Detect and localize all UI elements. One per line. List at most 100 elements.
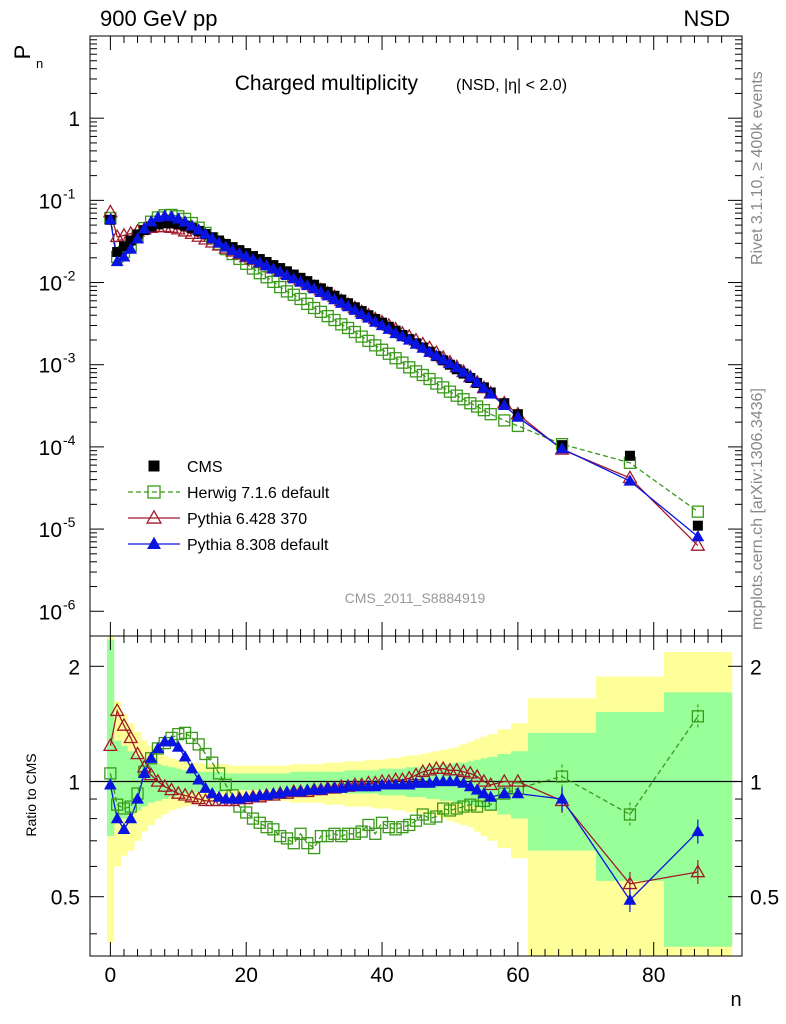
main-point-3-5	[137, 222, 151, 234]
main-point-3-38	[362, 311, 375, 323]
main-point-0-60	[624, 450, 635, 461]
main-point-1-30	[307, 301, 321, 315]
ratio-band-green	[511, 751, 529, 819]
ratio-point-0-53	[464, 798, 477, 811]
ratio-point-2-56	[484, 790, 498, 802]
main-point-0-6	[146, 221, 157, 232]
ratio-point-2-5	[137, 766, 151, 779]
main-ylabel-subscript: n	[36, 56, 43, 71]
ratio-point-0-60	[623, 808, 637, 821]
main-point-3-33	[328, 293, 341, 305]
main-point-3-36	[348, 303, 362, 315]
main-ytick-exponent: -1	[63, 185, 76, 201]
ratio-point-0-38	[362, 818, 375, 832]
ratio-point-2-4	[131, 792, 144, 804]
ratio-point-1-53	[462, 765, 478, 779]
main-point-3-40	[375, 318, 389, 331]
ratio-point-1-55	[476, 773, 492, 787]
main-point-3-49	[436, 353, 450, 365]
ratio-point-0-1	[111, 798, 124, 811]
main-point-1-29	[301, 297, 314, 311]
ratio-point-1-3	[123, 729, 139, 744]
main-ytick-label: 10	[39, 190, 62, 213]
main-point-0-3	[125, 235, 136, 246]
ratio-band-green	[161, 765, 169, 800]
ratio-point-0-25	[274, 829, 287, 843]
ratio-band-green	[595, 711, 665, 881]
main-point-3-12	[185, 219, 199, 231]
main-ytick-label: 10	[39, 355, 62, 378]
main-point-1-52	[457, 393, 470, 406]
ratio-point-0-40	[375, 816, 389, 829]
ratio-point-1-11	[177, 787, 193, 801]
main-point-3-55	[477, 381, 491, 393]
main-point-1-27	[287, 288, 300, 301]
header-right-label: NSD	[684, 6, 730, 31]
ratio-point-2-52	[457, 776, 470, 788]
main-point-3-18	[226, 243, 240, 256]
ratio-point-2-59	[555, 792, 569, 804]
ratio-point-0-32	[321, 829, 334, 843]
main-point-1-31	[314, 305, 328, 318]
main-point-3-10	[171, 212, 185, 224]
main-point-1-61	[691, 505, 705, 518]
ratio-point-2-3	[124, 811, 138, 824]
main-point-1-38	[362, 334, 375, 348]
main-point-3-45	[409, 337, 423, 349]
ratio-ytick-label-right: 0.5	[750, 887, 779, 910]
ratio-point-1-1	[109, 702, 125, 717]
main-point-3-56	[484, 387, 498, 399]
ratio-band-green	[147, 762, 155, 803]
main-point-3-20	[239, 249, 253, 262]
main-point-1-51	[450, 389, 463, 402]
header-left-label: 900 GeV pp	[100, 6, 217, 31]
ratio-point-2-7	[151, 741, 165, 754]
ratio-point-0-17	[219, 778, 232, 792]
main-point-3-44	[402, 333, 416, 345]
rivet-side-label: Rivet 3.1.10, ≥ 400k events	[749, 71, 766, 265]
main-point-1-41	[382, 347, 395, 360]
ratio-point-2-1	[110, 811, 124, 824]
ratio-ytick-label-left: 0.5	[51, 887, 80, 910]
main-series-markers	[102, 204, 706, 551]
ratio-band-green	[663, 692, 733, 947]
ratio-ytick-label-right: 2	[750, 656, 762, 679]
analysis-label: CMS_2011_S8884919	[345, 590, 486, 606]
ratio-point-2-0	[103, 778, 117, 790]
main-point-3-25	[273, 265, 287, 277]
ratio-point-1-7	[150, 773, 166, 787]
main-point-3-13	[192, 223, 206, 235]
ratio-point-2-13	[192, 773, 206, 785]
main-point-3-32	[321, 289, 335, 301]
main-point-1-33	[328, 313, 341, 327]
ratio-point-0-21	[246, 812, 260, 825]
ratio-point-0-61	[691, 710, 705, 723]
main-point-1-46	[416, 368, 429, 382]
ratio-point-2-14	[199, 781, 212, 793]
main-point-1-40	[375, 343, 389, 356]
main-point-1-45	[409, 365, 423, 378]
main-point-3-11	[178, 215, 192, 227]
ratio-xtick-label: 60	[506, 964, 529, 987]
legend-label-1: Herwig 7.1.6 default	[187, 485, 330, 502]
main-point-1-23	[260, 271, 273, 284]
ratio-point-2-57	[497, 786, 511, 799]
main-plot-title: Charged multiplicity	[235, 72, 419, 95]
main-point-1-37	[355, 330, 368, 343]
ratio-point-0-2	[117, 802, 131, 815]
ratio-point-0-46	[416, 808, 429, 821]
ratio-point-0-14	[199, 747, 212, 761]
main-point-1-48	[430, 377, 443, 390]
main-point-3-47	[423, 345, 436, 357]
ratio-band-green	[140, 759, 149, 807]
ratio-xtick-label: 0	[105, 964, 117, 987]
ratio-point-1-61	[690, 864, 706, 878]
main-point-3-3	[124, 242, 138, 254]
main-point-1-39	[369, 339, 382, 352]
ratio-point-2-58	[511, 786, 525, 799]
legend-label-3: Pythia 8.308 default	[187, 537, 329, 554]
ratio-point-1-57	[496, 773, 512, 787]
ratio-ylabel: Ratio to CMS	[23, 753, 39, 836]
legend-marker-1	[147, 485, 161, 499]
ratio-plot-axes: 0.5 0.51 12 20 20 40 60 80	[51, 635, 779, 987]
